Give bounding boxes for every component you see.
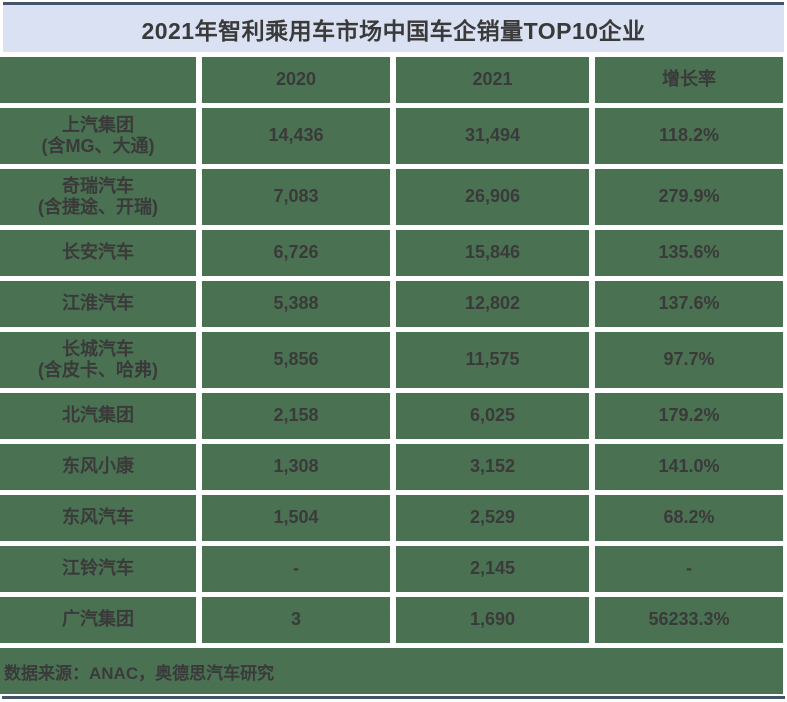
company-name: 江铃汽车 bbox=[62, 558, 134, 579]
company-name: 上汽集团 bbox=[62, 114, 134, 135]
value-2020-cell: 5,856 bbox=[202, 332, 390, 388]
value-2021-cell: 11,575 bbox=[396, 332, 589, 388]
column-header-2020: 2020 bbox=[202, 57, 390, 103]
company-name-sub: (含皮卡、哈弗) bbox=[38, 360, 158, 380]
value-2020-cell: 14,436 bbox=[202, 108, 390, 164]
company-cell: 江淮汽车 bbox=[0, 281, 196, 327]
value-2020-cell: 3 bbox=[202, 597, 390, 643]
growth-cell: 135.6% bbox=[595, 230, 783, 276]
value-2020-cell: 2,158 bbox=[202, 393, 390, 439]
company-cell: 上汽集团 (含MG、大通) bbox=[0, 108, 196, 164]
data-source-note: 数据来源：ANAC，奥德思汽车研究 bbox=[0, 648, 783, 694]
growth-cell: 97.7% bbox=[595, 332, 783, 388]
value-2021-cell: 1,690 bbox=[396, 597, 589, 643]
value-2021-cell: 2,529 bbox=[396, 495, 589, 541]
company-name: 奇瑞汽车 bbox=[62, 175, 134, 196]
company-name: 北汽集团 bbox=[62, 405, 134, 426]
value-2021-cell: 2,145 bbox=[396, 546, 589, 592]
growth-cell: 118.2% bbox=[595, 108, 783, 164]
company-cell: 江铃汽车 bbox=[0, 546, 196, 592]
company-cell: 广汽集团 bbox=[0, 597, 196, 643]
value-2020-cell: 1,504 bbox=[202, 495, 390, 541]
page-title: 2021年智利乘用车市场中国车企销量TOP10企业 bbox=[141, 17, 646, 44]
company-name: 长安汽车 bbox=[62, 242, 134, 263]
column-header-company bbox=[0, 57, 196, 103]
company-name: 江淮汽车 bbox=[62, 293, 134, 314]
growth-cell: 141.0% bbox=[595, 444, 783, 490]
value-2021-cell: 31,494 bbox=[396, 108, 589, 164]
company-name-sub: (含捷途、开瑞) bbox=[38, 197, 158, 217]
value-2021-cell: 26,906 bbox=[396, 169, 589, 225]
value-2020-cell: - bbox=[202, 546, 390, 592]
growth-cell: 179.2% bbox=[595, 393, 783, 439]
company-name: 东风小康 bbox=[62, 456, 134, 477]
value-2021-cell: 15,846 bbox=[396, 230, 589, 276]
column-header-2021: 2021 bbox=[396, 57, 589, 103]
bottom-divider bbox=[2, 696, 785, 699]
company-cell: 东风汽车 bbox=[0, 495, 196, 541]
value-2020-cell: 1,308 bbox=[202, 444, 390, 490]
value-2020-cell: 5,388 bbox=[202, 281, 390, 327]
growth-cell: - bbox=[595, 546, 783, 592]
company-cell: 长城汽车 (含皮卡、哈弗) bbox=[0, 332, 196, 388]
company-name: 长城汽车 bbox=[62, 338, 134, 359]
growth-cell: 137.6% bbox=[595, 281, 783, 327]
company-name: 东风汽车 bbox=[62, 507, 134, 528]
growth-cell: 56233.3% bbox=[595, 597, 783, 643]
company-name-sub: (含MG、大通) bbox=[41, 136, 155, 156]
value-2020-cell: 6,726 bbox=[202, 230, 390, 276]
value-2021-cell: 12,802 bbox=[396, 281, 589, 327]
company-name: 广汽集团 bbox=[62, 609, 134, 630]
growth-cell: 68.2% bbox=[595, 495, 783, 541]
column-header-growth: 增长率 bbox=[595, 57, 783, 103]
company-cell: 奇瑞汽车 (含捷途、开瑞) bbox=[0, 169, 196, 225]
value-2021-cell: 3,152 bbox=[396, 444, 589, 490]
title-bar: 2021年智利乘用车市场中国车企销量TOP10企业 bbox=[3, 2, 784, 52]
company-cell: 长安汽车 bbox=[0, 230, 196, 276]
value-2021-cell: 6,025 bbox=[396, 393, 589, 439]
growth-cell: 279.9% bbox=[595, 169, 783, 225]
sales-table: 2020 2021 增长率 上汽集团 (含MG、大通) 14,436 31,49… bbox=[0, 57, 783, 643]
company-cell: 东风小康 bbox=[0, 444, 196, 490]
company-cell: 北汽集团 bbox=[0, 393, 196, 439]
value-2020-cell: 7,083 bbox=[202, 169, 390, 225]
